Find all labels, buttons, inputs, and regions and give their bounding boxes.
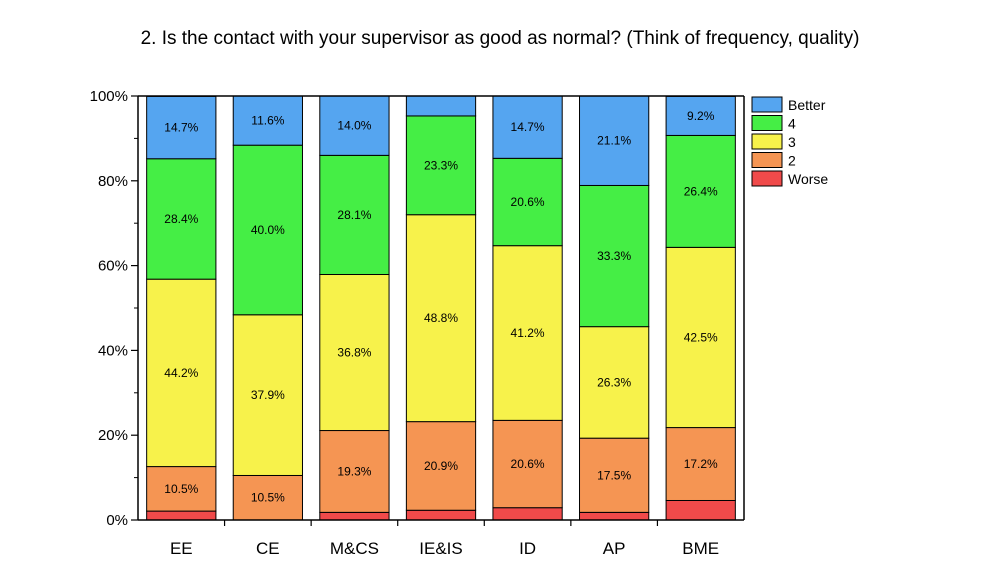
bar-ee-3 <box>146 278 217 468</box>
data-label-bme-3: 42.5% <box>684 330 718 344</box>
bar-ee-2 <box>146 466 217 512</box>
data-label-id-4: 20.6% <box>511 195 545 209</box>
data-label-ap-better: 21.1% <box>597 134 631 148</box>
data-label-ie-is-4: 23.3% <box>424 158 458 172</box>
data-label-ce-4: 40.0% <box>251 223 285 237</box>
chart-title: 2. Is the contact with your supervisor a… <box>140 28 860 49</box>
data-label-ie-is-3: 48.8% <box>424 311 458 325</box>
bar-ap-3 <box>579 326 650 439</box>
bar-m-cs-3 <box>319 274 390 432</box>
x-tick-label-ce: CE <box>256 539 280 558</box>
data-label-ce-better: 11.6% <box>251 114 284 128</box>
bars-layer <box>146 95 736 521</box>
data-label-bme-better: 9.2% <box>687 109 715 123</box>
bar-bme-2 <box>665 427 736 501</box>
bar-id-3 <box>492 245 563 421</box>
bar-m-cs-worse <box>319 511 390 521</box>
bar-id-2 <box>492 419 563 509</box>
data-label-m-cs-better: 14.0% <box>337 119 371 133</box>
x-tick-label-bme: BME <box>682 539 719 558</box>
data-label-bme-4: 26.4% <box>684 184 718 198</box>
x-tick-label-ee: EE <box>170 539 193 558</box>
bar-ie-is-worse <box>405 509 477 521</box>
legend-label-4: 4 <box>788 116 796 132</box>
bar-bme-worse <box>665 499 736 521</box>
bar-ee-worse <box>146 510 217 521</box>
y-tick-label-40: 40% <box>98 342 128 359</box>
x-tick-label-ie-is: IE&IS <box>419 539 462 558</box>
legend-label-3: 3 <box>788 134 796 150</box>
x-tick-label-id: ID <box>519 539 536 558</box>
bar-bme-3 <box>665 246 736 429</box>
x-tick-label-m-cs: M&CS <box>330 539 379 558</box>
y-tick-label-0: 0% <box>106 512 128 529</box>
bar-m-cs-better <box>319 95 390 156</box>
data-label-ap-4: 33.3% <box>597 249 631 263</box>
legend-label-2: 2 <box>788 153 796 169</box>
data-label-id-better: 14.7% <box>511 120 545 134</box>
bar-ee-4 <box>146 158 217 280</box>
data-label-ap-3: 26.3% <box>597 375 631 389</box>
bar-ap-2 <box>579 437 650 513</box>
data-label-bme-2: 17.2% <box>684 457 718 471</box>
data-label-ie-is-2: 20.9% <box>424 459 458 473</box>
bar-ce-4 <box>232 144 303 316</box>
data-label-ee-better: 14.7% <box>164 121 198 135</box>
bar-m-cs-4 <box>319 154 390 276</box>
data-label-ee-3: 44.2% <box>164 366 198 380</box>
x-tick-label-ap: AP <box>603 539 626 558</box>
bar-ce-better <box>232 95 303 146</box>
legend-swatch-2 <box>751 152 783 168</box>
data-label-id-3: 41.2% <box>511 326 545 340</box>
bar-id-worse <box>492 507 563 521</box>
legend-label-worse: Worse <box>788 171 828 187</box>
bar-ie-is-better <box>405 95 477 117</box>
bar-ie-is-2 <box>405 421 477 511</box>
bar-m-cs-2 <box>319 430 390 513</box>
data-label-ce-3: 37.9% <box>251 388 285 402</box>
y-tick-label-80: 80% <box>98 173 128 190</box>
bar-ap-worse <box>579 511 650 521</box>
legend-swatch-better <box>751 96 783 113</box>
y-tick-label-60: 60% <box>98 258 128 275</box>
data-label-id-2: 20.6% <box>511 457 545 471</box>
data-label-m-cs-3: 36.8% <box>337 346 371 360</box>
legend-swatch-worse <box>751 170 783 187</box>
bar-ie-is-3 <box>405 214 477 423</box>
y-tick-label-100: 100% <box>90 88 128 105</box>
data-label-ee-4: 28.4% <box>164 212 198 226</box>
legend-swatch-4 <box>751 115 783 131</box>
bar-id-better <box>492 95 563 159</box>
y-tick-label-20: 20% <box>98 427 128 444</box>
data-label-m-cs-2: 19.3% <box>337 464 371 478</box>
data-label-ee-2: 10.5% <box>164 482 198 496</box>
axes-layer: EE CE M&CS IE&IS ID AP BME 0% 20% 40% 60% 80% 100% <box>90 88 745 558</box>
data-labels-layer: 10.5% 44.2% 28.4% 14.7% 10.5% 37.9% 40.0% 11.6%… <box>164 109 718 505</box>
bar-id-4 <box>492 157 563 247</box>
legend-swatch-3 <box>751 133 783 150</box>
legend: Better 4 3 2 Worse <box>751 96 828 187</box>
data-label-ce-2: 10.5% <box>251 491 285 505</box>
bar-bme-4 <box>665 134 736 248</box>
legend-label-better: Better <box>788 97 826 113</box>
data-label-ap-2: 17.5% <box>597 468 631 482</box>
bar-ap-4 <box>579 184 650 328</box>
data-label-m-cs-4: 28.1% <box>337 208 371 222</box>
